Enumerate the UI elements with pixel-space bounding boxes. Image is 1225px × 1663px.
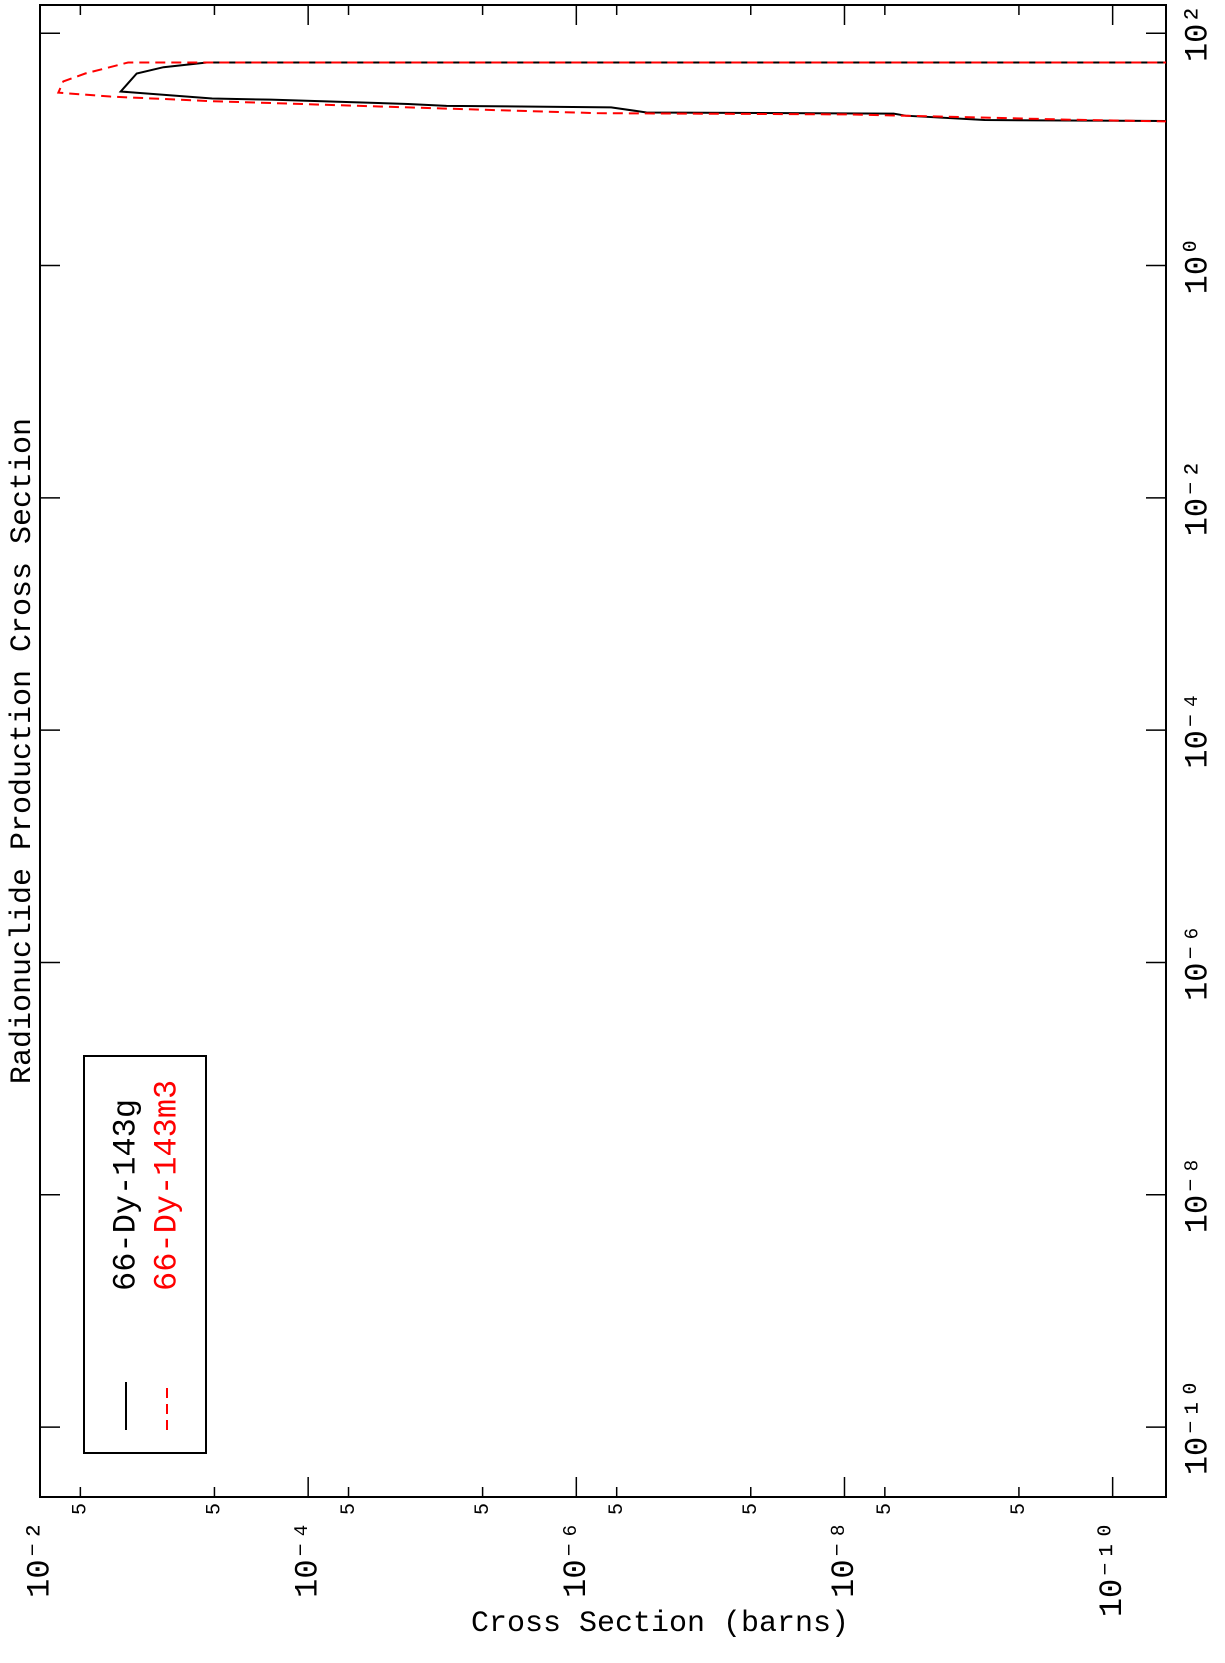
y-tick-label: 5 bbox=[472, 1503, 495, 1515]
y-tick-label: 10⁻⁴ bbox=[290, 1521, 327, 1598]
x-tick-label: 10⁻⁴ bbox=[1179, 692, 1216, 769]
x-tick-label: 10⁻² bbox=[1179, 459, 1216, 536]
plot-frame bbox=[39, 4, 1167, 1498]
y-tick-label: 5 bbox=[606, 1503, 629, 1515]
y-tick-label: 5 bbox=[70, 1503, 93, 1515]
y-tick-label: 10⁻⁶ bbox=[558, 1521, 595, 1598]
x-tick-label: 10⁻⁶ bbox=[1179, 924, 1216, 1001]
y-tick-label: 10⁻¹⁰ bbox=[1094, 1521, 1131, 1617]
plot-group: Radionuclide Production Cross Section Cr… bbox=[6, 4, 1216, 1641]
series-line bbox=[56, 61, 1166, 123]
y-tick-label: 5 bbox=[740, 1503, 763, 1515]
y-tick-label: 5 bbox=[338, 1503, 361, 1515]
chart-title: Radionuclide Production Cross Section bbox=[6, 418, 40, 1084]
legend-label: 66-Dy-143m3 bbox=[148, 1080, 185, 1291]
y-tick-label: 10⁻⁸ bbox=[826, 1521, 863, 1598]
y-tick-label: 10⁻² bbox=[21, 1521, 58, 1598]
y-tick-label: 5 bbox=[1008, 1503, 1031, 1515]
series-group bbox=[56, 61, 1166, 123]
y-tick-label: 5 bbox=[204, 1503, 227, 1515]
y-tick-label: 5 bbox=[874, 1503, 897, 1515]
y-axis-label: Cross Section (barns) bbox=[471, 1607, 849, 1641]
x-tick-label: 10⁰ bbox=[1179, 237, 1216, 295]
x-tick-label: 10² bbox=[1179, 4, 1216, 62]
x-tick-label: 10⁻¹⁰ bbox=[1179, 1379, 1216, 1475]
x-tick-label: 10⁻⁸ bbox=[1179, 1156, 1216, 1233]
legend-label: 66-Dy-143g bbox=[107, 1099, 144, 1291]
legend-box bbox=[83, 1055, 207, 1454]
